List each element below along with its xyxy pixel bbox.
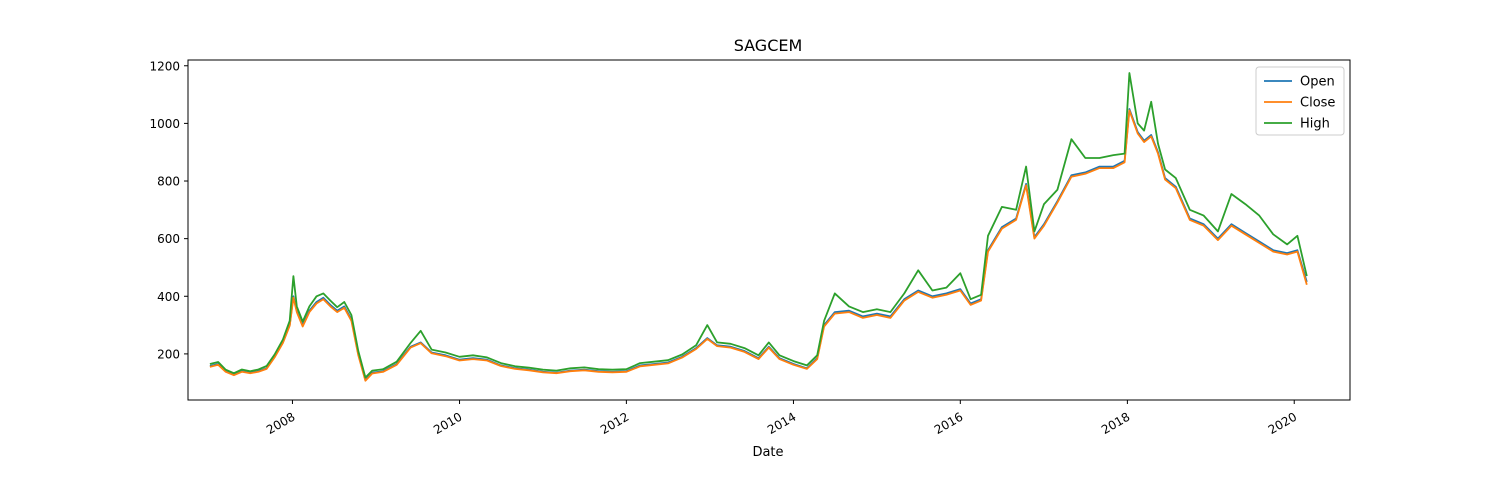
x-axis: 2008 2010 2012 2014 2016 2018 2020: [264, 400, 1299, 437]
x-tick-label: 2016: [932, 410, 965, 437]
x-tick-label: 2012: [598, 410, 631, 437]
series-line-open: [209, 108, 1308, 381]
x-axis-label: Date: [752, 445, 783, 460]
y-tick-label: 1000: [149, 117, 180, 131]
x-tick-label: 2020: [1266, 410, 1299, 437]
x-tick-label: 2008: [264, 410, 297, 437]
x-tick-label: 2010: [431, 410, 464, 437]
chart-title: SAGCEM: [734, 36, 803, 55]
y-tick-label: 800: [157, 175, 180, 189]
y-tick-label: 1200: [149, 59, 180, 73]
x-tick-label: 2018: [1099, 410, 1132, 437]
legend-label-open: Open: [1300, 75, 1335, 90]
series-line-close: [209, 109, 1308, 382]
legend-label-close: Close: [1300, 96, 1335, 111]
plot-lines: [209, 72, 1308, 382]
legend: Open Close High: [1255, 66, 1345, 136]
y-tick-label: 400: [157, 290, 180, 304]
x-tick-label: 2014: [765, 410, 798, 437]
series-line-high: [209, 72, 1308, 379]
y-tick-label: 600: [157, 232, 180, 246]
legend-box: [1255, 66, 1345, 136]
y-tick-label: 200: [157, 347, 180, 361]
legend-label-high: High: [1300, 117, 1330, 132]
plot-frame: [187, 59, 1351, 401]
y-axis: 200 400 600 800 1000 1200: [149, 59, 188, 361]
